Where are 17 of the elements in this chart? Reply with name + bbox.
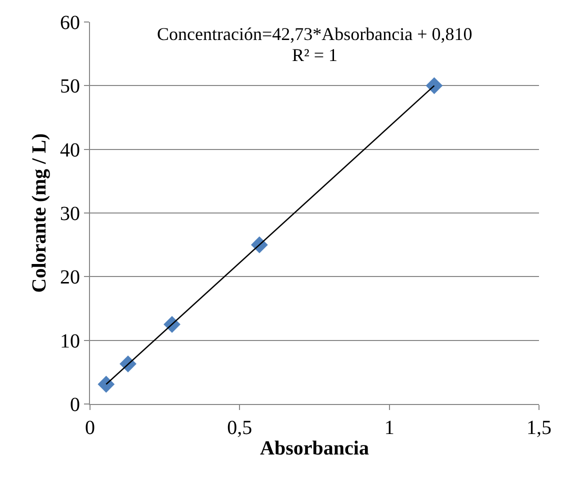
- y-axis-title: Colorante (mg / L): [28, 133, 50, 293]
- annotation: Concentración=42,73*Absorbancia + 0,810: [157, 24, 472, 44]
- x-axis-title: Absorbancia: [260, 438, 369, 460]
- y-tick-label: 10: [60, 330, 80, 352]
- point: [98, 376, 115, 393]
- x-tick-label: 0,5: [227, 417, 252, 439]
- y-tick-label: 20: [60, 266, 80, 289]
- x-tick-label: 0: [85, 417, 95, 439]
- y-tick-label: 0: [70, 394, 80, 416]
- y-tick-label: 40: [60, 139, 80, 162]
- point: [426, 77, 443, 94]
- y-tick-label: 60: [60, 12, 80, 34]
- annotation: R² = 1: [292, 45, 338, 65]
- x-tick-label: 1: [384, 417, 394, 439]
- y-tick-label: 50: [60, 76, 80, 98]
- y-tick-label: 30: [60, 203, 80, 225]
- x-tick-label: 1,5: [526, 417, 552, 439]
